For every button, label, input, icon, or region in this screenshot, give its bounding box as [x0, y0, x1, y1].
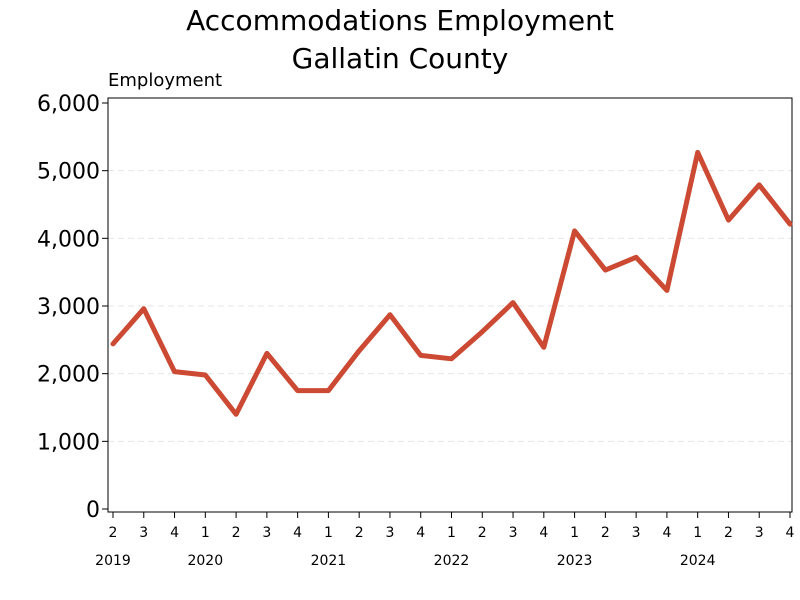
x-tick-label: 4	[416, 525, 425, 541]
y-tick-label: 3,000	[37, 295, 100, 320]
year-label: 2022	[434, 553, 470, 569]
x-tick-label: 2	[232, 525, 241, 541]
x-axis-years: 2019 2020 2021 2022 2023 2024	[95, 553, 715, 569]
y-tick-label: 4,000	[37, 227, 100, 252]
x-tick-label: 2	[601, 525, 610, 541]
y-tick-label: 1,000	[37, 430, 100, 455]
y-axis-label: Employment	[108, 70, 222, 91]
x-tick-label: 2	[478, 525, 487, 541]
chart-subtitle: Gallatin County	[292, 42, 509, 75]
x-tick-label: 4	[662, 525, 671, 541]
x-tick-label: 3	[632, 525, 641, 541]
y-tick-label: 6,000	[37, 92, 100, 117]
year-label: 2020	[187, 553, 223, 569]
x-tick-label: 4	[539, 525, 548, 541]
x-tick-label: 3	[755, 525, 764, 541]
x-tick-label: 4	[170, 525, 179, 541]
year-label: 2021	[311, 553, 347, 569]
x-tick-label: 2	[109, 525, 118, 541]
year-label: 2024	[680, 553, 716, 569]
y-axis-ticks: 0 1,000 2,000 3,000 4,000 5,000 6,000	[37, 92, 108, 523]
chart-title: Accommodations Employment	[186, 4, 614, 37]
x-tick-label: 4	[293, 525, 302, 541]
x-tick-label: 2	[724, 525, 733, 541]
year-label: 2023	[557, 553, 593, 569]
plot-area-frame	[107, 97, 793, 513]
gridlines	[108, 170, 792, 442]
x-axis-ticks: 2 3 4 1 2 3 4 1 2 3 4 1 2 3 4 1 2 3 4 1 2 3 4	[109, 512, 795, 541]
x-tick-label: 3	[139, 525, 148, 541]
y-tick-label: 0	[86, 498, 100, 523]
x-tick-label: 4	[786, 525, 795, 541]
x-tick-label: 1	[324, 525, 333, 541]
x-tick-label: 3	[385, 525, 394, 541]
y-tick-label: 5,000	[37, 160, 100, 185]
x-tick-label: 1	[570, 525, 579, 541]
x-tick-label: 1	[693, 525, 702, 541]
year-label: 2019	[95, 553, 131, 569]
x-tick-label: 2	[355, 525, 364, 541]
series-line	[110, 149, 793, 417]
x-tick-label: 1	[447, 525, 456, 541]
x-tick-label: 1	[201, 525, 210, 541]
y-tick-label: 2,000	[37, 363, 100, 388]
x-tick-label: 3	[509, 525, 518, 541]
x-tick-label: 3	[262, 525, 271, 541]
